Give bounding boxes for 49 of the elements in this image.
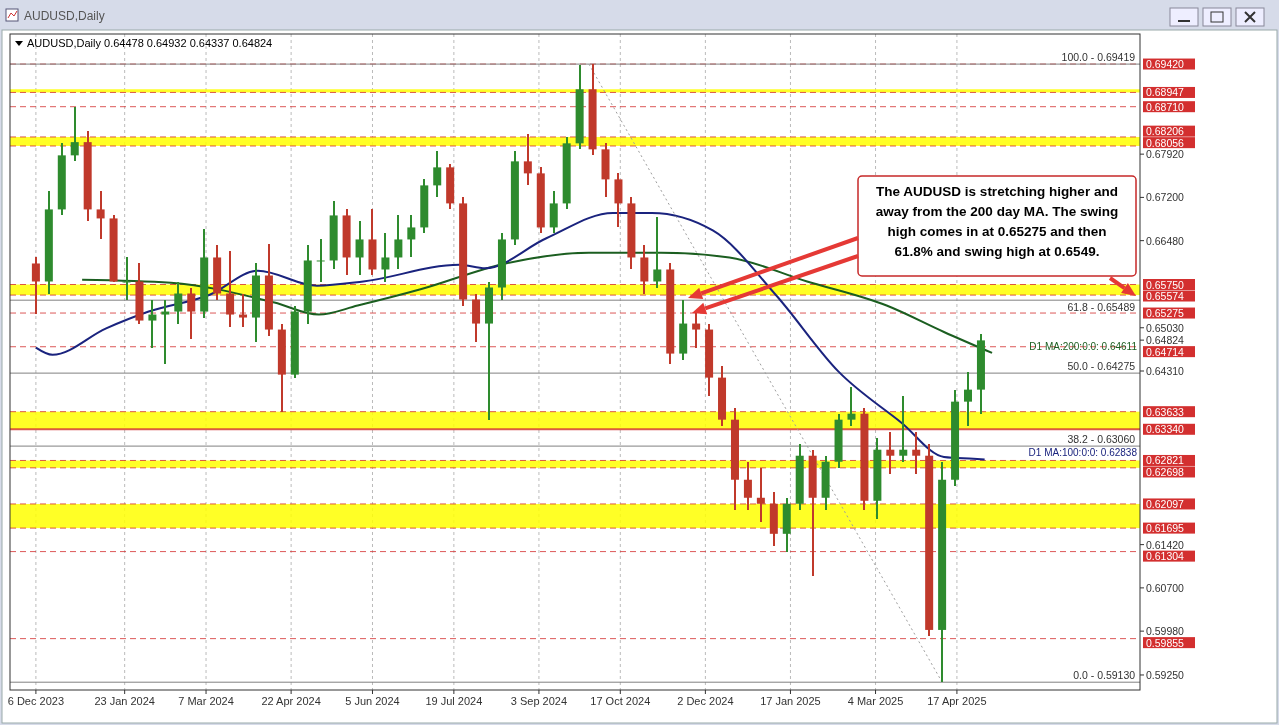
chart-title: AUDUSD,Daily	[24, 9, 105, 23]
x-tick-label: 2 Dec 2024	[677, 695, 734, 707]
x-tick-label: 6 Dec 2023	[7, 695, 65, 707]
ref-line-label: 0.64714	[1146, 345, 1185, 358]
x-tick-label: 4 Mar 2025	[847, 695, 904, 707]
ref-line-label: 0.65574	[1146, 290, 1185, 303]
x-tick-label: 22 Apr 2024	[261, 695, 321, 707]
ref-line-label: 0.69420	[1146, 58, 1185, 71]
y-tick-label: 0.64310	[1146, 365, 1185, 378]
ref-line-label: 0.63340	[1146, 423, 1185, 436]
ref-line-label: 0.61304	[1146, 550, 1185, 563]
ref-line-label: 0.62097	[1146, 497, 1185, 510]
y-tick-label: 0.67200	[1146, 191, 1185, 204]
ref-line-label: 0.68947	[1146, 86, 1185, 99]
y-tick-label: 0.60700	[1146, 581, 1185, 594]
x-tick-label: 5 Jun 2024	[345, 695, 400, 707]
annotation: 0.0 - 0.59130	[1073, 669, 1136, 682]
annotation: 38.2 - 0.63060	[1067, 433, 1136, 446]
annotation: 61.8 - 0.65489	[1067, 301, 1136, 314]
ref-line-label: 0.63633	[1146, 405, 1185, 418]
annotation: 50.0 - 0.64275	[1067, 360, 1136, 373]
text: D1 MA:100:0:0: 0.62838	[1028, 447, 1138, 459]
annotation: The AUDUSD is stretching higher and away from the 200 day MA. The swing high comes in at 0.65275 and then 61.8% and swing high at 0.6549.	[875, 184, 1119, 259]
ref-line-label: 0.65750	[1146, 278, 1185, 291]
y-tick-label: 0.64824	[1146, 334, 1185, 347]
y-tick-label: 0.67920	[1146, 148, 1185, 161]
chart-subtitle: AUDUSD,Daily 0.64478 0.64932 0.64337 0.64824	[27, 37, 273, 49]
ref-line-label: 0.65275	[1146, 307, 1185, 320]
ref-line-label: 0.59855	[1146, 636, 1185, 649]
x-tick-label: 3 Sep 2024	[510, 695, 568, 707]
ref-line-label: 0.68056	[1146, 136, 1185, 149]
ref-line-label: 0.68710	[1146, 100, 1185, 113]
x-tick-label: 19 Jul 2024	[425, 695, 483, 707]
y-tick-label: 0.61420	[1146, 538, 1185, 551]
x-tick-label: 17 Jan 2025	[760, 695, 821, 707]
x-tick-label: 17 Oct 2024	[590, 695, 651, 707]
text: D1 MA:200:0:0: 0.64611	[1029, 340, 1138, 352]
y-tick-label: 0.59250	[1146, 668, 1185, 681]
y-tick-label: 0.65030	[1146, 321, 1185, 334]
y-tick-label: 0.59980	[1146, 625, 1185, 638]
ref-line-label: 0.62698	[1146, 465, 1185, 478]
y-tick-label: 0.66480	[1146, 234, 1185, 247]
ref-line-label: 0.68206	[1146, 125, 1185, 138]
annotation: 100.0 - 0.69419	[1061, 51, 1136, 64]
x-tick-label: 17 Apr 2025	[927, 695, 987, 707]
x-tick-label: 7 Mar 2024	[178, 695, 234, 707]
ref-line-label: 0.62821	[1146, 454, 1185, 467]
ref-line-label: 0.61695	[1146, 522, 1185, 535]
x-tick-label: 23 Jan 2024	[94, 695, 155, 707]
